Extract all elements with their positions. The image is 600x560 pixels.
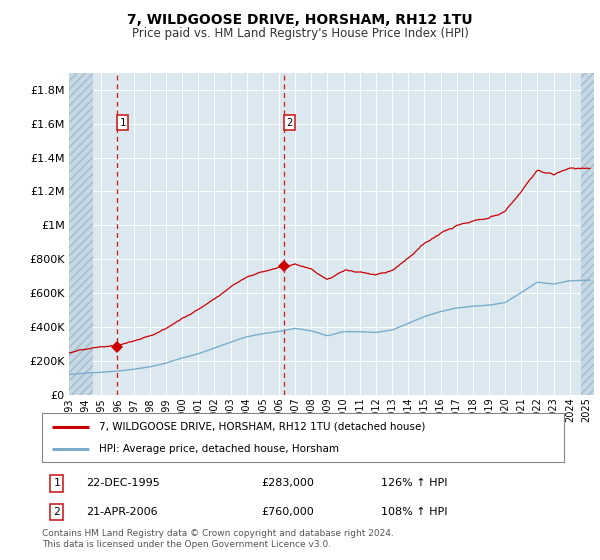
Text: 22-DEC-1995: 22-DEC-1995	[86, 478, 160, 488]
Text: Contains HM Land Registry data © Crown copyright and database right 2024.
This d: Contains HM Land Registry data © Crown c…	[42, 529, 394, 549]
Text: 108% ↑ HPI: 108% ↑ HPI	[382, 507, 448, 517]
Text: £760,000: £760,000	[261, 507, 314, 517]
Text: 7, WILDGOOSE DRIVE, HORSHAM, RH12 1TU: 7, WILDGOOSE DRIVE, HORSHAM, RH12 1TU	[127, 13, 473, 27]
Text: £283,000: £283,000	[261, 478, 314, 488]
Text: 21-APR-2006: 21-APR-2006	[86, 507, 158, 517]
Text: 2: 2	[286, 118, 293, 128]
Text: 126% ↑ HPI: 126% ↑ HPI	[382, 478, 448, 488]
Text: 7, WILDGOOSE DRIVE, HORSHAM, RH12 1TU (detached house): 7, WILDGOOSE DRIVE, HORSHAM, RH12 1TU (d…	[100, 422, 426, 432]
Text: HPI: Average price, detached house, Horsham: HPI: Average price, detached house, Hors…	[100, 444, 340, 454]
Text: Price paid vs. HM Land Registry's House Price Index (HPI): Price paid vs. HM Land Registry's House …	[131, 27, 469, 40]
Text: 1: 1	[53, 478, 60, 488]
Text: 1: 1	[119, 118, 125, 128]
Text: 2: 2	[53, 507, 60, 517]
